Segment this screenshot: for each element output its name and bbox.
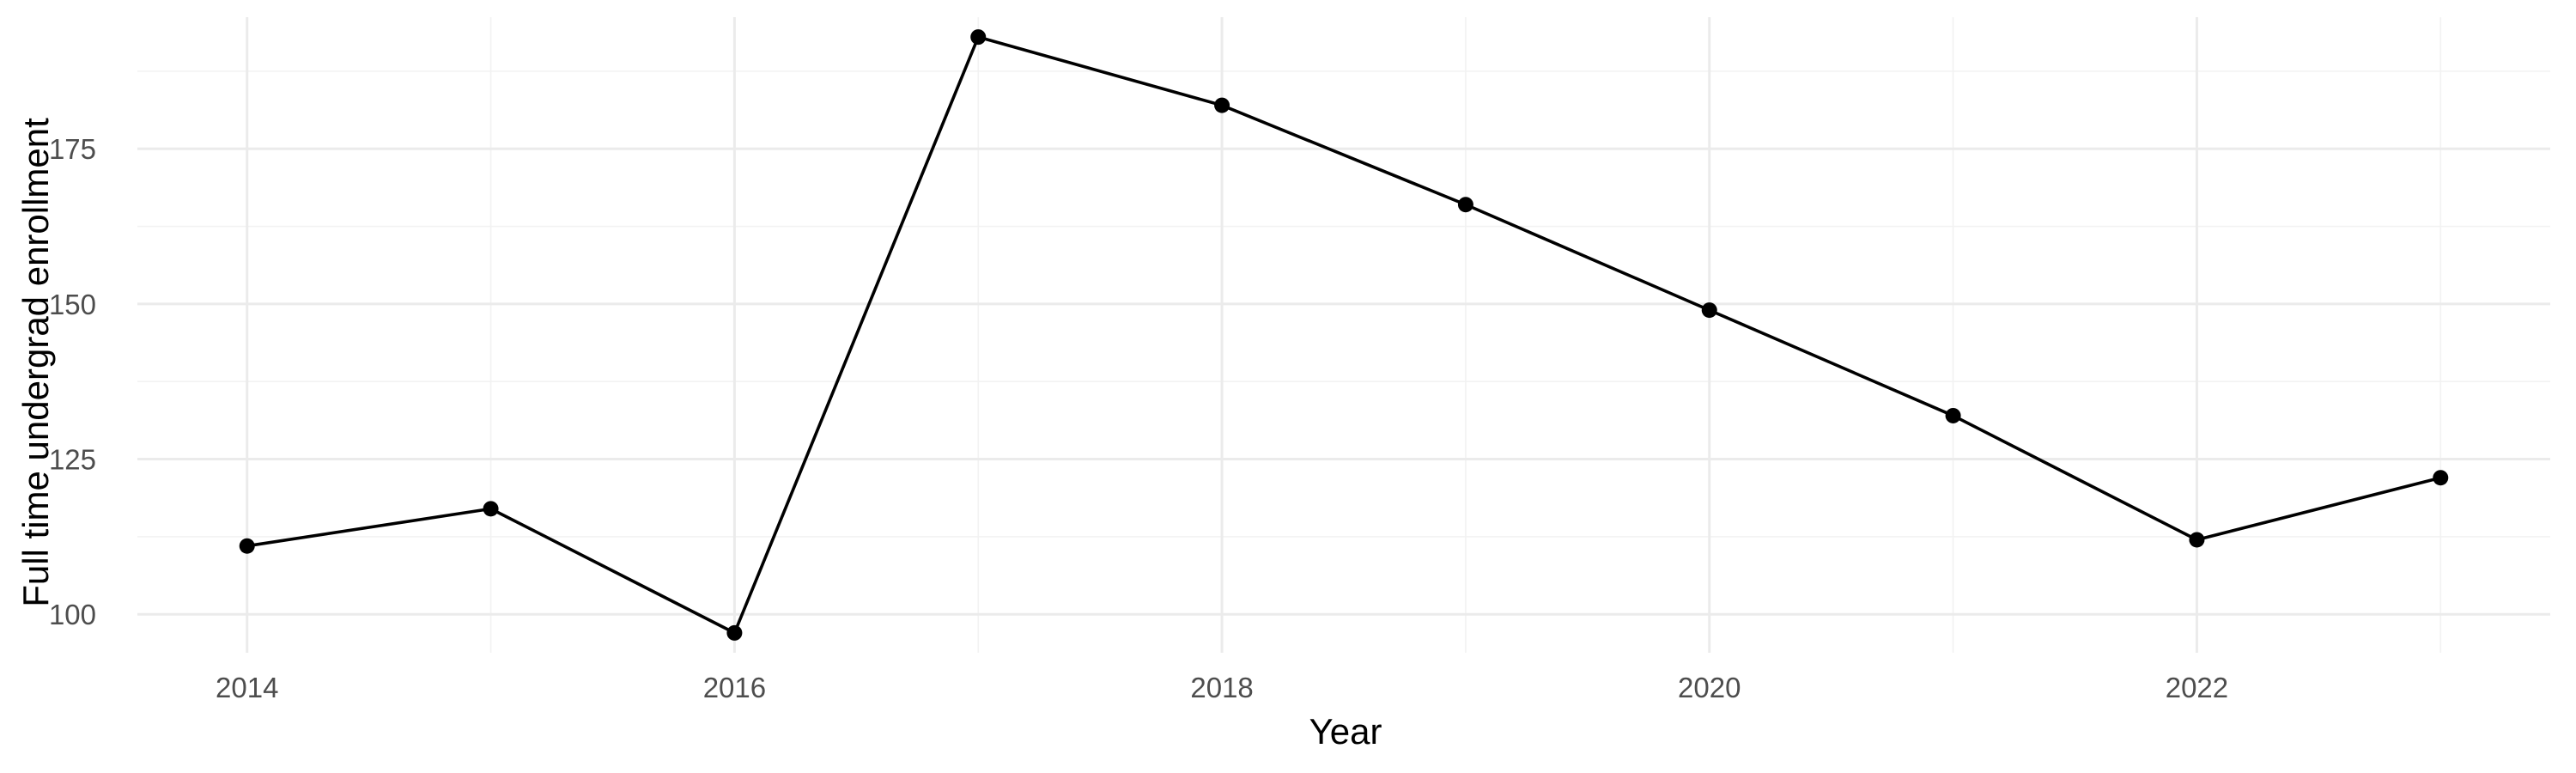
data-point (726, 624, 743, 641)
data-point (483, 501, 499, 517)
x-tick-label: 2022 (2166, 672, 2228, 703)
tick-labels: 100 125 150 175 2014 2016 2018 2020 2022 (49, 133, 2228, 703)
y-tick-label: 125 (49, 444, 96, 476)
series-layer (239, 29, 2449, 641)
data-point (239, 538, 255, 554)
y-tick-label: 100 (49, 599, 96, 630)
data-point (2433, 470, 2449, 486)
x-axis-title: Year (1309, 711, 1382, 752)
grid (137, 17, 2550, 653)
y-tick-label: 175 (49, 133, 96, 165)
x-tick-label: 2014 (216, 672, 278, 703)
y-tick-label: 150 (49, 289, 96, 320)
y-axis-title: Full time undergrad enrollment (15, 118, 56, 607)
x-tick-label: 2018 (1190, 672, 1253, 703)
series-line (246, 35, 2441, 635)
data-point (2189, 532, 2205, 548)
data-point (970, 29, 987, 46)
data-point (1701, 302, 1717, 319)
data-point (1457, 197, 1473, 213)
data-point (1945, 407, 1961, 423)
x-tick-label: 2016 (703, 672, 766, 703)
data-point (1214, 97, 1230, 113)
x-tick-label: 2020 (1678, 672, 1741, 703)
